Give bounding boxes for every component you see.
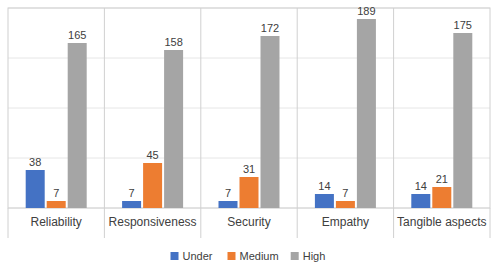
data-label: 7 (342, 187, 348, 199)
legend-label: High (303, 250, 326, 262)
x-tick-label: Empathy (322, 215, 369, 229)
legend-swatch (171, 252, 179, 260)
bar (432, 187, 451, 208)
data-label: 189 (357, 5, 375, 17)
bar (143, 163, 162, 208)
bar (47, 201, 66, 208)
category-separator (297, 8, 298, 238)
data-label: 21 (436, 173, 448, 185)
chart: 38 7 7 14 14 7 45 31 7 21 165 158 172 189 175 Reliabili… (0, 0, 498, 273)
category-separator (393, 8, 394, 238)
x-tick-label: Reliability (31, 215, 82, 229)
bar (122, 201, 141, 208)
category-separator (490, 208, 491, 238)
data-label: 158 (164, 36, 182, 48)
data-label: 172 (261, 22, 279, 34)
category-separator (104, 8, 105, 238)
x-tick-label: Tangible aspects (397, 215, 486, 229)
category-separator (200, 8, 201, 238)
bar (240, 177, 259, 208)
bar (164, 50, 183, 208)
category-separator (8, 208, 9, 238)
x-tick-label: Security (227, 215, 270, 229)
data-label: 14 (415, 180, 427, 192)
data-label: 175 (454, 19, 472, 31)
legend-label: Under (183, 250, 213, 262)
bar (26, 170, 45, 208)
bar (261, 36, 280, 208)
bar (411, 194, 430, 208)
bar (315, 194, 334, 208)
legend-label: Medium (240, 250, 279, 262)
data-label: 165 (68, 29, 86, 41)
data-label: 45 (146, 149, 158, 161)
data-label: 38 (29, 156, 41, 168)
legend-swatch (291, 252, 299, 260)
data-label: 7 (53, 187, 59, 199)
data-labels: 38 7 7 14 14 7 45 31 7 21 165 158 172 189 175 (29, 5, 472, 199)
bars (26, 19, 473, 208)
data-label: 7 (225, 187, 231, 199)
bar (219, 201, 238, 208)
bar (357, 19, 376, 208)
plot-frame (8, 8, 490, 208)
bar (336, 201, 355, 208)
legend: Under Medium High (171, 250, 326, 262)
data-label: 14 (318, 180, 330, 192)
bar (453, 33, 472, 208)
data-label: 7 (129, 187, 135, 199)
legend-swatch (228, 252, 236, 260)
bar (68, 43, 87, 208)
data-label: 31 (243, 163, 255, 175)
x-tick-label: Responsiveness (109, 215, 197, 229)
